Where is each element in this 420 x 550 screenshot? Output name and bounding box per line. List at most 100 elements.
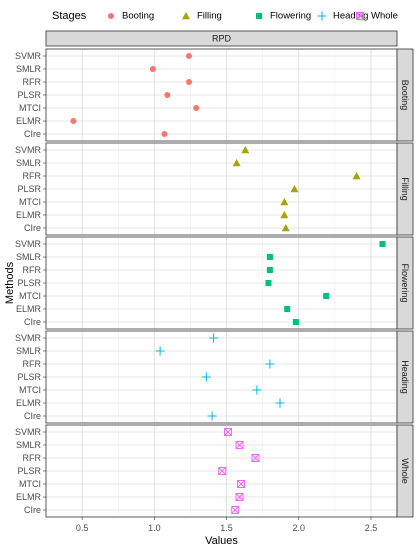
data-point-flowering-svmr (379, 241, 386, 247)
y-axis-title: Methods (4, 261, 16, 304)
data-point-booting-elmr (70, 118, 77, 124)
data-point-booting-cire (161, 131, 168, 137)
top-strip: RPD (45, 30, 398, 47)
data-point-flowering-elmr (284, 306, 291, 312)
data-point-flowering-mtci (323, 293, 330, 299)
y-tick-label: CIre (24, 129, 41, 139)
data-point-whole-plsr (218, 467, 227, 475)
side-strip-background (396, 424, 414, 518)
data-point-booting-svmr (186, 53, 192, 59)
side-strip-background (396, 48, 414, 142)
side-strip-background (396, 236, 414, 330)
legend: Stages Booting Filling Flowering Heading Whol… (52, 10, 398, 22)
x-tick-label: 2.5 (365, 523, 378, 533)
y-tick-label: ELMR (16, 304, 42, 314)
data-point-filling-cire (281, 224, 290, 232)
y-tick-label: PLSR (17, 466, 41, 476)
top-strip-label: RPD (212, 34, 232, 44)
y-tick-label: ELMR (16, 210, 42, 220)
triangle-icon (182, 12, 190, 20)
top-strip-background (45, 30, 398, 47)
legend-label-filling: Filling (197, 11, 222, 22)
side-strip-background (396, 142, 414, 236)
legend-label-flowering: Flowering (270, 11, 311, 22)
y-tick-label: SMLR (16, 158, 42, 168)
legend-item-flowering: Flowering (256, 11, 311, 22)
y-tick-label: RFR (23, 77, 42, 87)
x-axis-title: Values (205, 535, 238, 547)
y-tick-label: CIre (24, 411, 41, 421)
data-point-heading-rfr (265, 359, 275, 369)
y-tick-label: CIre (24, 505, 41, 515)
data-point-heading-elmr (275, 398, 285, 408)
data-point-heading-svmr (209, 333, 219, 343)
data-point-whole-rfr (251, 454, 260, 462)
x-tick-label: 0.5 (76, 523, 89, 533)
y-tick-label: SVMR (15, 145, 42, 155)
legend-item-filling: Filling (182, 11, 222, 22)
data-point-whole-svmr (224, 428, 232, 436)
x-axis: 0.5 1.0 1.5 2.0 2.5 (76, 517, 377, 533)
y-tick-label: SMLR (16, 440, 42, 450)
legend-label-heading: Heading (333, 11, 368, 22)
y-tick-label: MTCI (19, 385, 41, 395)
data-point-whole-smlr (235, 441, 244, 449)
data-point-flowering-smlr (266, 254, 273, 260)
side-strip-label-flowering: Flowering (400, 263, 410, 302)
boxed-x-icon (356, 12, 364, 20)
data-point-flowering-cire (292, 319, 299, 325)
side-strip-label-whole: Whole (400, 458, 410, 484)
data-point-flowering-plsr (265, 280, 272, 286)
y-tick-label: SVMR (15, 51, 42, 61)
y-tick-label: MTCI (19, 479, 41, 489)
data-point-heading-smlr (155, 346, 165, 356)
data-point-filling-mtci (280, 198, 289, 206)
legend-label-whole: Whole (371, 11, 398, 22)
y-tick-label: ELMR (16, 116, 42, 126)
data-point-booting-smlr (149, 66, 156, 72)
data-point-filling-rfr (352, 172, 361, 180)
data-point-heading-cire (207, 411, 217, 421)
panel-whole: SVMR SMLR RFR PLSR MTCI ELMR CIre Whole (15, 424, 414, 518)
panel-heading: SVMR SMLR RFR PLSR MTCI ELMR CIre Heading (15, 330, 414, 424)
data-point-booting-plsr (164, 92, 171, 98)
y-tick-label: PLSR (17, 372, 41, 382)
side-strip-label-booting: Booting (400, 80, 410, 111)
y-tick-label: RFR (23, 359, 42, 369)
y-tick-label: SMLR (16, 64, 42, 74)
side-strip-label-filling: Filling (400, 177, 410, 201)
side-strip-label-heading: Heading (400, 360, 410, 394)
y-tick-label: RFR (23, 265, 42, 275)
x-tick-label: 1.0 (148, 523, 161, 533)
y-tick-label: ELMR (16, 492, 42, 502)
legend-label-booting: Booting (122, 11, 154, 22)
y-tick-label: PLSR (17, 278, 41, 288)
circle-icon (108, 13, 114, 19)
y-tick-label: RFR (23, 453, 42, 463)
legend-item-booting: Booting (108, 11, 154, 22)
y-tick-label: MTCI (19, 197, 41, 207)
data-point-filling-smlr (232, 159, 241, 167)
data-point-booting-rfr (186, 79, 192, 85)
y-tick-label: ELMR (16, 398, 42, 408)
data-point-whole-mtci (237, 480, 245, 488)
x-tick-label: 1.5 (220, 523, 233, 533)
y-tick-label: PLSR (17, 90, 41, 100)
data-point-whole-elmr (235, 493, 244, 501)
y-tick-label: CIre (24, 317, 41, 327)
y-tick-label: SMLR (16, 346, 42, 356)
data-point-booting-mtci (193, 105, 200, 111)
y-tick-label: RFR (23, 171, 42, 181)
y-tick-label: PLSR (17, 184, 41, 194)
y-tick-label: MTCI (19, 291, 41, 301)
panel-filling: SVMR SMLR RFR PLSR MTCI ELMR CIre Filling (15, 142, 414, 236)
panels: SVMR SMLR RFR PLSR MTCI ELMR CIre Booting SVMR SM… (15, 48, 414, 518)
data-point-flowering-rfr (266, 267, 273, 273)
panel-booting: SVMR SMLR RFR PLSR MTCI ELMR CIre Booting (15, 48, 414, 142)
legend-title: Stages (52, 10, 87, 22)
data-point-heading-plsr (201, 372, 211, 382)
data-point-filling-plsr (290, 185, 299, 193)
data-point-whole-cire (231, 506, 240, 514)
panel-flowering: SVMR SMLR RFR PLSR MTCI ELMR CIre Flowering (15, 236, 414, 330)
